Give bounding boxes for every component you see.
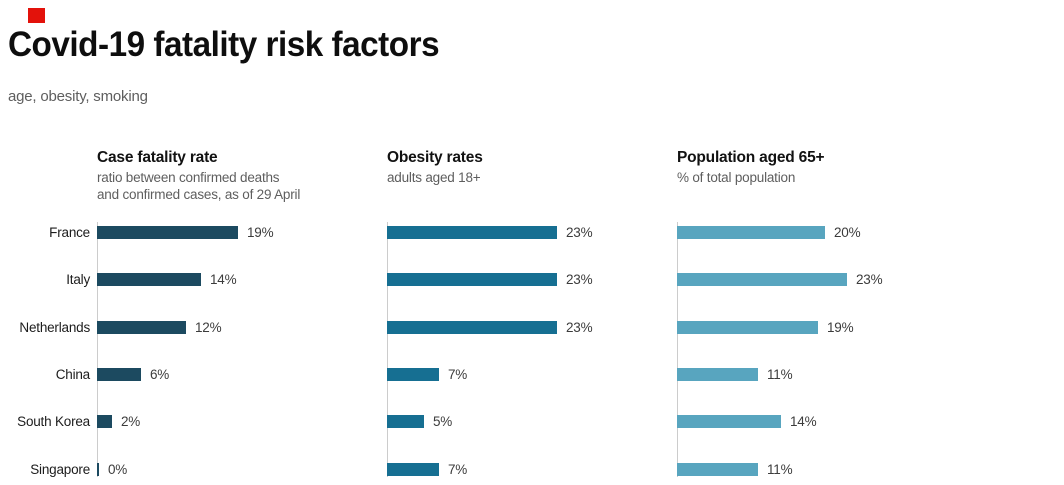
bar-netherlands-panel2 — [387, 320, 557, 334]
country-label-south-korea: South Korea — [17, 414, 90, 430]
panel-title-2: Obesity rates — [387, 149, 483, 166]
value-label-china-panel3: 11% — [767, 366, 793, 382]
bar-italy-panel3 — [677, 273, 847, 287]
bar-south-korea-panel2 — [387, 415, 424, 429]
y-axis-line-1 — [97, 222, 98, 477]
value-label-italy-panel1: 14% — [210, 272, 237, 288]
panel-subtitle-3-line1: % of total population — [677, 170, 796, 185]
value-label-singapore-panel2: 7% — [448, 461, 468, 477]
panel-title-1: Case fatality rate — [97, 149, 218, 166]
value-label-singapore-panel1: 0% — [108, 461, 128, 477]
y-axis-line-2 — [387, 222, 388, 477]
value-label-italy-panel2: 23% — [566, 272, 593, 288]
value-label-france-panel1: 19% — [247, 225, 274, 240]
value-label-south-korea-panel2: 5% — [433, 414, 453, 430]
bar-singapore-panel1 — [97, 462, 99, 476]
bar-china-panel2 — [387, 367, 439, 381]
bar-italy-panel2 — [387, 273, 557, 287]
panel-subtitle-1-line2: and confirmed cases, as of 29 April — [97, 187, 301, 202]
value-label-netherlands-panel2: 23% — [566, 319, 593, 335]
bar-france-panel2 — [387, 226, 557, 239]
bar-netherlands-panel1 — [97, 320, 186, 334]
panel-subtitle-2-line1: adults aged 18+ — [387, 170, 481, 185]
value-label-singapore-panel3: 11% — [767, 461, 793, 477]
brand-accent-square — [28, 8, 45, 23]
value-label-china-panel1: 6% — [150, 366, 170, 382]
page-subtitle: age, obesity, smoking — [8, 88, 148, 105]
value-label-netherlands-panel3: 19% — [827, 319, 854, 335]
value-label-italy-panel3: 23% — [856, 272, 883, 288]
value-label-france-panel3: 20% — [834, 225, 861, 240]
value-label-south-korea-panel3: 14% — [790, 414, 817, 430]
bar-singapore-panel2 — [387, 462, 439, 476]
bar-france-panel1 — [97, 226, 238, 239]
country-label-singapore: Singapore — [30, 461, 90, 477]
value-label-china-panel2: 7% — [448, 366, 468, 382]
bar-china-panel3 — [677, 367, 758, 381]
bar-south-korea-panel3 — [677, 415, 781, 429]
country-label-france: France — [49, 225, 90, 240]
country-label-china: China — [55, 366, 90, 382]
value-label-south-korea-panel1: 2% — [121, 414, 141, 430]
y-axis-line-3 — [677, 222, 678, 477]
country-label-italy: Italy — [66, 272, 90, 288]
bar-singapore-panel3 — [677, 462, 758, 476]
bar-italy-panel1 — [97, 273, 201, 287]
value-label-netherlands-panel1: 12% — [195, 319, 222, 335]
bar-france-panel3 — [677, 226, 825, 239]
bar-south-korea-panel1 — [97, 415, 112, 429]
bar-china-panel1 — [97, 367, 141, 381]
panel-title-3: Population aged 65+ — [677, 149, 825, 166]
bar-netherlands-panel3 — [677, 320, 818, 334]
page-title: Covid-19 fatality risk factors — [8, 25, 440, 64]
value-label-france-panel2: 23% — [566, 225, 593, 240]
panel-subtitle-1-line1: ratio between confirmed deaths — [97, 170, 280, 185]
country-label-netherlands: Netherlands — [19, 319, 90, 335]
